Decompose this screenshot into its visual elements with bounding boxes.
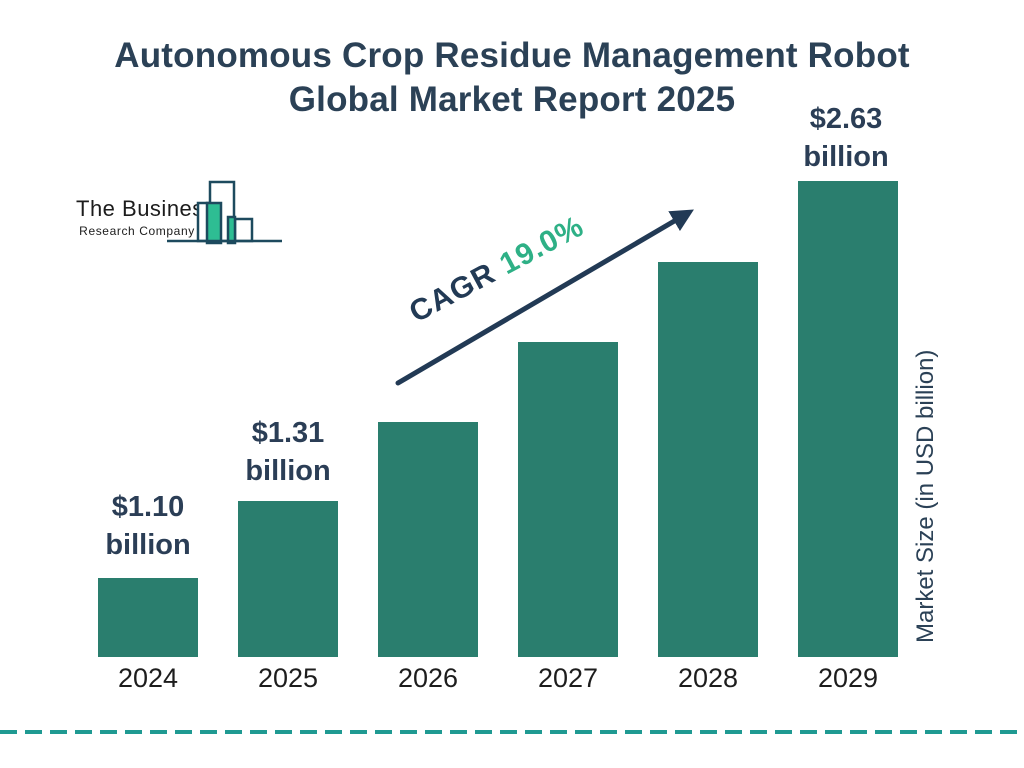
x-tick-2029: 2029	[817, 663, 879, 693]
chart-title: Autonomous Crop Residue Management Robot…	[0, 34, 1024, 122]
company-subname: Research Company	[79, 224, 195, 238]
bar-2025	[238, 501, 338, 657]
company-logo: The Business Research Company	[64, 176, 294, 248]
company-name: The Business	[76, 196, 216, 221]
bar-2028	[658, 262, 758, 657]
value-label-2029: $2.63 billion	[771, 100, 921, 176]
bar-2027	[518, 342, 618, 657]
chart-title-line1: Autonomous Crop Residue Management Robot	[114, 36, 910, 75]
y-axis-label: Market Size (in USD billion)	[912, 349, 939, 643]
x-tick-2025: 2025	[257, 663, 319, 693]
trend-arrow-icon	[395, 209, 694, 386]
bottom-dashed-divider	[0, 730, 1024, 734]
value-label-2024-amount: $1.10	[111, 491, 185, 523]
x-tick-2028: 2028	[677, 663, 739, 693]
x-tick-2026: 2026	[397, 663, 459, 693]
value-label-2025-unit: billion	[245, 455, 331, 487]
company-logo-text: The Business Research Company	[76, 196, 216, 238]
x-tick-2027: 2027	[537, 663, 599, 693]
value-label-2029-unit: billion	[803, 141, 889, 173]
value-label-2025-amount: $1.31	[251, 417, 325, 449]
bar-2026	[378, 422, 478, 657]
bar-2024	[98, 578, 198, 657]
value-label-2025: $1.31 billion	[213, 414, 363, 490]
bar-2029	[798, 181, 898, 657]
value-label-2029-amount: $2.63	[809, 103, 883, 135]
x-tick-2024: 2024	[117, 663, 179, 693]
logo-bar-chart-icon	[167, 180, 282, 245]
chart-title-line2: Global Market Report 2025	[288, 80, 736, 119]
value-label-2024-unit: billion	[105, 529, 191, 561]
value-label-2024: $1.10 billion	[73, 488, 223, 564]
